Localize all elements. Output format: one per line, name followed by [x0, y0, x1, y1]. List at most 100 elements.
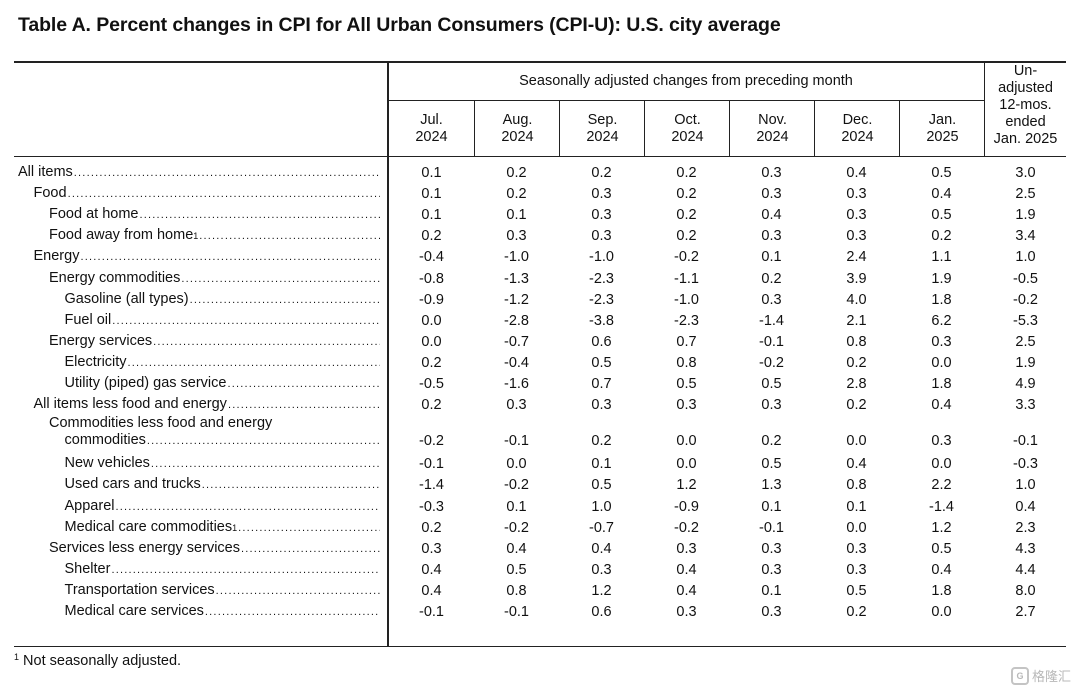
- monthly-change-cell: 2.2: [931, 477, 952, 494]
- monthly-change-cell: 1.3: [761, 477, 782, 494]
- monthly-change-cell: 0.5: [761, 376, 782, 392]
- monthly-change-cell: 0.5: [931, 165, 952, 181]
- monthly-change-cell: -0.2: [504, 519, 529, 536]
- monthly-change-cell: 0.3: [591, 397, 612, 414]
- monthly-change-cell: 0.2: [676, 186, 697, 203]
- monthly-change-cell: 0.3: [846, 186, 867, 203]
- monthly-change-cell: 0.1: [591, 456, 612, 473]
- twelve-month-change-cell: -0.1: [1013, 433, 1038, 450]
- row-label-text: New vehicles: [64, 455, 150, 472]
- table-row: Energy..................................…: [14, 245, 1066, 266]
- row-label: Services less energy services...........…: [18, 540, 380, 558]
- row-label-text: Gasoline (all types): [64, 290, 189, 307]
- twelve-month-change-cell: -0.2: [1013, 291, 1038, 308]
- monthly-change-cell: 1.1: [931, 249, 952, 266]
- leader-dots: ........................................…: [227, 378, 380, 390]
- monthly-change-cell: 0.4: [846, 165, 867, 181]
- month-label: Nov.: [758, 111, 787, 128]
- monthly-change-cell: -1.2: [504, 291, 529, 308]
- twelve-month-change-cell: 8.0: [1015, 582, 1036, 599]
- row-label: Gasoline (all types)....................…: [18, 290, 381, 309]
- monthly-change-cell: 0.1: [506, 498, 527, 515]
- monthly-change-cell: -2.3: [589, 291, 614, 308]
- row-label-text: Energy commodities: [49, 269, 181, 286]
- year-label: 2024: [501, 128, 534, 145]
- row-label: Transportation services.................…: [18, 582, 381, 600]
- monthly-change-cell: 0.8: [846, 333, 867, 350]
- monthly-change-cell: 1.8: [931, 291, 952, 308]
- monthly-change-cell: 0.2: [846, 397, 867, 414]
- monthly-change-cell: 0.1: [846, 498, 867, 515]
- leader-dots: ........................................…: [199, 230, 380, 243]
- monthly-change-cell: 0.3: [761, 397, 782, 414]
- monthly-change-cell: 0.1: [421, 165, 442, 181]
- monthly-change-cell: 6.2: [931, 312, 952, 329]
- month-label: Dec.: [842, 111, 873, 128]
- monthly-change-cell: 0.4: [931, 186, 952, 203]
- month-header: Oct. 2024: [644, 101, 730, 156]
- monthly-change-cell: 0.2: [846, 604, 867, 620]
- year-label: 2024: [586, 128, 619, 145]
- year-label: 2024: [841, 128, 874, 145]
- twelve-month-change-cell: 4.4: [1015, 561, 1036, 578]
- monthly-change-cell: 0.2: [591, 165, 612, 181]
- monthly-change-cell: 0.2: [421, 397, 442, 414]
- monthly-change-cell: 0.5: [591, 477, 612, 494]
- monthly-change-cell: 0.3: [761, 228, 782, 245]
- row-label: Food at home............................…: [18, 206, 380, 224]
- unadj-line: Un-: [1013, 63, 1038, 79]
- monthly-change-cell: 0.0: [421, 333, 442, 350]
- monthly-change-cell: 0.0: [421, 312, 442, 329]
- monthly-change-cell: 0.3: [506, 228, 527, 245]
- leader-dots: ........................................…: [189, 293, 380, 306]
- monthly-change-cell: 1.2: [591, 582, 612, 599]
- monthly-change-cell: 0.3: [761, 165, 782, 181]
- monthly-change-cell: -0.8: [419, 270, 444, 287]
- row-label-text: Apparel: [64, 497, 115, 514]
- sa-header-rule: [388, 100, 984, 101]
- table-row: Fuel oil................................…: [14, 309, 1066, 330]
- monthly-change-cell: 0.4: [591, 540, 612, 557]
- monthly-change-cell: -0.7: [589, 519, 614, 536]
- year-label: 2024: [671, 128, 704, 145]
- watermark-logo-icon: G: [1010, 666, 1029, 685]
- row-label: All items...............................…: [18, 164, 380, 182]
- monthly-change-cell: 0.2: [421, 354, 442, 371]
- leader-dots: ........................................…: [67, 188, 380, 201]
- monthly-change-cell: 0.3: [506, 397, 527, 414]
- month-header: Jul. 2024: [389, 101, 474, 156]
- table-row: New vehicles............................…: [14, 452, 1066, 473]
- monthly-change-cell: 0.0: [931, 354, 952, 371]
- leader-dots: ........................................…: [111, 563, 380, 576]
- row-label-text: Fuel oil: [64, 311, 112, 328]
- monthly-change-cell: -0.1: [419, 456, 444, 473]
- twelve-month-change-cell: -5.3: [1013, 312, 1038, 329]
- year-label: 2024: [756, 128, 789, 145]
- monthly-change-cell: 0.1: [421, 186, 442, 203]
- month-header: Sep. 2024: [559, 101, 645, 156]
- monthly-change-cell: -0.4: [419, 249, 444, 266]
- table-row: Apparel.................................…: [14, 495, 1066, 516]
- table-row: All items less food and energy..........…: [14, 393, 1066, 414]
- row-label: Medical care services...................…: [18, 603, 381, 621]
- table-row: Medical care commodities 1...............…: [14, 516, 1066, 537]
- table-row: Used cars and trucks....................…: [14, 473, 1066, 494]
- monthly-change-cell: 0.8: [676, 354, 697, 371]
- table-row: Utility (piped) gas service.............…: [14, 372, 1066, 393]
- monthly-change-cell: -0.1: [504, 433, 529, 450]
- leader-dots: ........................................…: [181, 272, 380, 285]
- twelve-month-change-cell: 3.0: [1015, 165, 1036, 181]
- month-label: Jan.: [928, 111, 957, 128]
- monthly-change-cell: 0.2: [591, 433, 612, 450]
- monthly-change-cell: 3.9: [846, 270, 867, 287]
- twelve-month-change-cell: 0.4: [1015, 498, 1036, 515]
- monthly-change-cell: 0.3: [591, 186, 612, 203]
- row-label-text: Medical care services: [64, 603, 204, 619]
- monthly-change-cell: 0.5: [761, 456, 782, 473]
- year-label: 2025: [926, 128, 959, 145]
- monthly-change-cell: 0.3: [591, 228, 612, 245]
- table-bottom-rule: [14, 646, 1066, 647]
- row-label: Apparel.................................…: [18, 497, 381, 516]
- twelve-month-change-cell: 4.9: [1015, 376, 1036, 392]
- row-label: Food....................................…: [18, 185, 381, 203]
